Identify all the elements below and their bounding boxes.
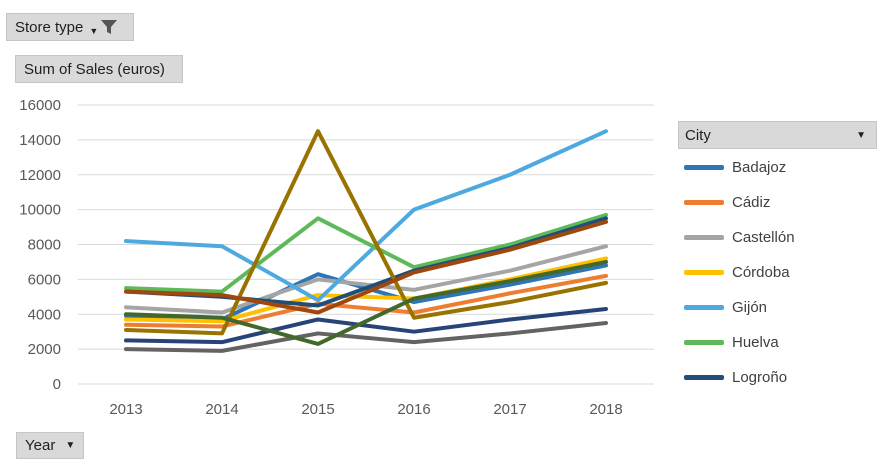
legend-swatch (684, 340, 724, 345)
legend-swatch (684, 305, 724, 310)
year-field-label: Year (25, 437, 56, 454)
x-tick-label: 2017 (493, 401, 526, 418)
chevron-down-icon: ▼ (65, 440, 76, 451)
x-tick-label: 2018 (589, 401, 622, 418)
series-line-gijón (124, 129, 608, 303)
y-tick-label: 8000 (28, 237, 61, 254)
chevron-down-icon: ▼ (856, 129, 866, 141)
legend-label: Cádiz (732, 194, 771, 211)
legend-swatch (684, 200, 724, 205)
legend-swatch (684, 235, 724, 240)
funnel-icon (100, 18, 118, 36)
legend-swatch (684, 165, 724, 170)
x-tick-label: 2015 (301, 401, 334, 418)
series-line-10 (124, 259, 608, 346)
x-axis-ticks: 2013 2014 2015 2016 2017 2018 (109, 401, 622, 418)
legend-item[interactable]: Cádiz (684, 185, 884, 220)
y-tick-label: 10000 (19, 202, 61, 219)
y-tick-label: 16000 (19, 97, 61, 114)
series-line-11 (124, 219, 608, 315)
series-line-8 (124, 320, 608, 353)
store-type-filter-button[interactable]: Store type ▼ (6, 13, 134, 41)
legend-swatch (684, 270, 724, 275)
series-lines (124, 129, 608, 353)
legend-label: Huelva (732, 334, 779, 351)
city-field-label: City (685, 126, 711, 144)
values-field-label: Sum of Sales (euros) (24, 60, 165, 78)
y-tick-label: 0 (53, 376, 61, 393)
y-axis-ticks: 0 2000 4000 6000 8000 10000 12000 14000 16000 (19, 97, 61, 393)
legend-item[interactable]: Badajoz (684, 150, 884, 185)
legend-swatch (684, 375, 724, 380)
legend-label: Badajoz (732, 159, 787, 176)
legend-item[interactable]: Castellón (684, 220, 884, 255)
city-legend-field-button[interactable]: City ▼ (678, 121, 877, 149)
chevron-down-icon: ▼ (89, 26, 99, 36)
y-tick-label: 4000 (28, 306, 61, 323)
legend-item[interactable]: Logroño (684, 360, 884, 395)
series-line-9 (124, 129, 608, 336)
legend-label: Gijón (732, 299, 768, 316)
series-line-huelva (124, 212, 608, 294)
year-axis-field-button[interactable]: Year ▼ (16, 432, 84, 459)
x-tick-label: 2016 (397, 401, 430, 418)
series-line-7 (124, 307, 608, 345)
series-line-cádiz (124, 273, 608, 329)
series-line-castellón (124, 244, 608, 315)
legend-item[interactable]: Córdoba (684, 255, 884, 290)
store-type-label: Store type (15, 18, 84, 36)
y-tick-label: 12000 (19, 167, 61, 184)
legend-item[interactable]: Gijón (684, 290, 884, 325)
x-tick-label: 2013 (109, 401, 142, 418)
y-tick-label: 2000 (28, 341, 61, 358)
x-tick-label: 2014 (205, 401, 238, 418)
legend-label: Castellón (732, 229, 795, 246)
legend-label: Logroño (732, 369, 788, 386)
legend-label: Córdoba (732, 264, 790, 281)
values-field-button[interactable]: Sum of Sales (euros) (15, 55, 183, 83)
chart-legend: Badajoz Cádiz Castellón Córdoba Gijón Huelva L… (684, 150, 884, 395)
y-tick-label: 6000 (28, 271, 61, 288)
legend-item[interactable]: Huelva (684, 325, 884, 360)
y-tick-label: 14000 (19, 132, 61, 149)
